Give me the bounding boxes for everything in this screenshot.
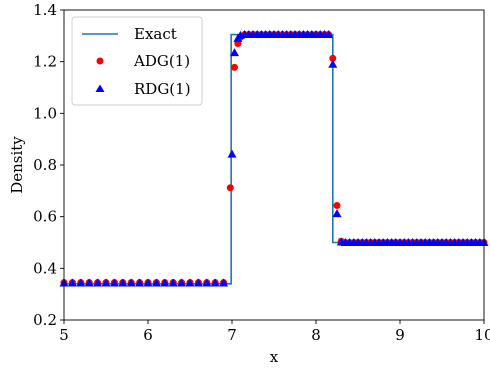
rdg-data-point [219, 278, 229, 287]
y-tick-label: 0.6 [33, 208, 57, 226]
rdg-data-point [160, 278, 170, 287]
x-tick-label: 8 [311, 326, 321, 344]
adg-data-point [329, 54, 337, 62]
x-axis-label: x [270, 348, 279, 366]
x-tick-label: 9 [395, 326, 405, 344]
rdg-data-point [84, 278, 94, 287]
rdg-data-point [67, 278, 77, 287]
rdg-data-point [202, 278, 212, 287]
y-tick-label: 0.8 [33, 156, 57, 174]
y-tick-label: 0.4 [33, 259, 57, 277]
rdg-data-point [101, 278, 111, 287]
adg-data-point [231, 63, 239, 71]
rdg-data-point [93, 278, 103, 287]
adg-data-point [226, 184, 234, 192]
legend-frame [71, 16, 203, 106]
rdg-data-point [118, 278, 128, 287]
rdg-data-point [168, 278, 178, 287]
legend-adg-label: ADG(1) [133, 52, 190, 70]
rdg-data-point [332, 209, 342, 218]
legend-rdg-label: RDG(1) [134, 80, 191, 98]
y-tick-label: 1.0 [33, 104, 57, 122]
rdg-data-point [177, 278, 187, 287]
rdg-data-point [126, 278, 136, 287]
rdg-data-point [76, 278, 86, 287]
x-tick-label: 6 [143, 326, 153, 344]
rdg-data-point [151, 278, 161, 287]
y-tick-label: 1.4 [33, 1, 57, 19]
rdg-data-point [324, 30, 334, 39]
x-tick-label: 10 [474, 326, 490, 344]
rdg-data-point [109, 278, 119, 287]
rdg-data-point [143, 278, 153, 287]
rdg-data-point [227, 149, 237, 158]
y-axis-label: Density [8, 136, 26, 194]
adg-data-point [333, 202, 341, 210]
rdg-data-point [185, 278, 195, 287]
legend-exact-label: Exact [134, 25, 177, 43]
x-tick-label: 5 [59, 326, 69, 344]
legend: Exact ADG(1) RDG(1) [71, 16, 203, 106]
legend-adg-swatch [96, 57, 104, 65]
y-tick-label: 1.2 [33, 53, 57, 71]
rdg-data-point [230, 48, 240, 57]
legend-rdg-swatch [95, 84, 105, 92]
y-tick-label: 0.2 [33, 311, 57, 329]
rdg-data-point [210, 278, 220, 287]
rdg-data-point [193, 278, 203, 287]
rdg-data-point [328, 59, 338, 68]
x-tick-label: 7 [227, 326, 237, 344]
rdg-data-point [135, 278, 145, 287]
